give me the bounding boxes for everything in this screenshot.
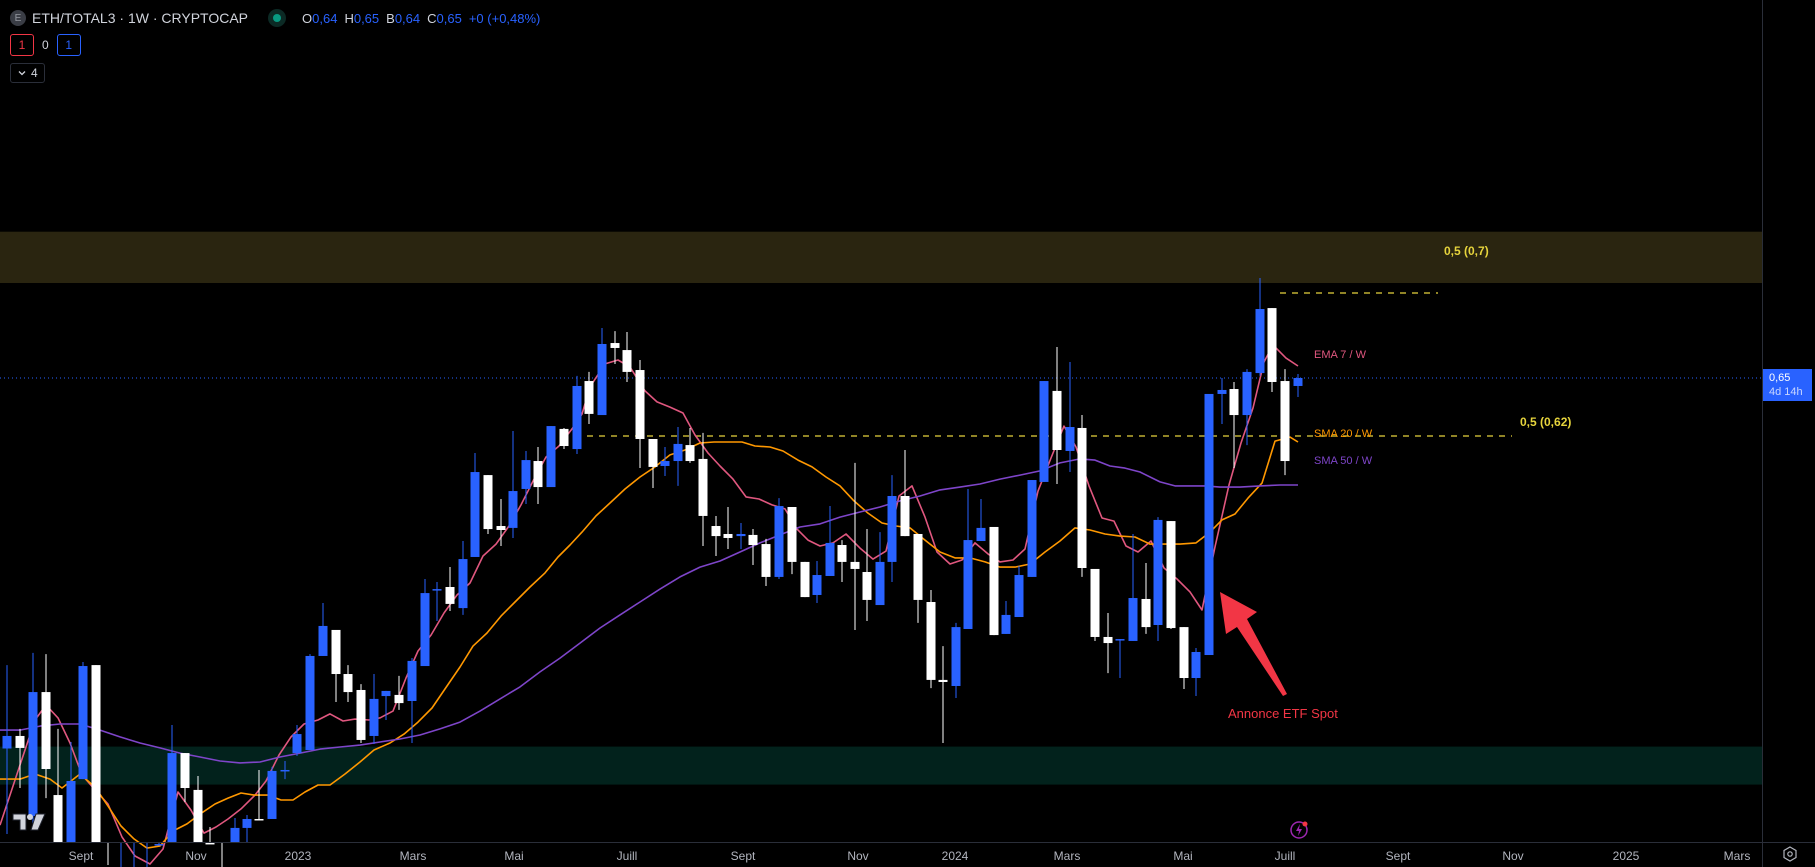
time-axis-label: Juill <box>616 849 638 863</box>
time-axis-label: Mars <box>1053 849 1081 863</box>
moving-averages <box>0 344 1299 865</box>
low-key: B <box>386 10 395 26</box>
drawing-counters: 1 0 1 <box>10 34 81 56</box>
open-key: O <box>302 10 313 26</box>
open-value: 0,64 <box>312 10 338 26</box>
etf-arrow <box>1220 592 1287 696</box>
chevron-down-icon <box>18 71 26 76</box>
last-price-value: 0,65 <box>1769 372 1791 384</box>
candles <box>2 278 1303 867</box>
time-axis-label: Nov <box>847 849 869 863</box>
close-key: C <box>427 10 437 26</box>
neutral-counter: 0 <box>42 38 49 52</box>
ohlc-values: O0,64 H0,65 B0,64 C0,65 +0 (+0,48%) <box>302 11 540 26</box>
time-axis-label: Juill <box>1274 849 1296 863</box>
high-key: H <box>344 10 354 26</box>
change-value: +0 (+0,48%) <box>468 10 541 26</box>
chart-settings-icon[interactable] <box>1782 846 1798 862</box>
sma50-label: SMA 50 / W <box>1314 455 1373 467</box>
low-value: 0,64 <box>394 10 421 26</box>
symbol-logo-icon: E <box>10 10 26 26</box>
time-axis-label: Sept <box>730 849 756 863</box>
ema7-label: EMA 7 / W <box>1314 349 1366 361</box>
red-counter-badge[interactable]: 1 <box>10 34 34 56</box>
tradingview-logo-icon[interactable] <box>12 812 46 832</box>
bar-countdown: 4d 14h <box>1769 386 1803 398</box>
time-axis-label: 2025 <box>1612 849 1640 863</box>
price-axis-divider <box>1762 0 1763 867</box>
etf-annotation-label[interactable]: Annonce ETF Spot <box>1228 706 1338 721</box>
indicators-collapse-button[interactable]: 4 <box>10 63 45 83</box>
time-axis-label: Mars <box>1723 849 1751 863</box>
fib-mid-label[interactable]: 0,5 (0,62) <box>1520 415 1572 429</box>
support-zone <box>0 746 1762 785</box>
time-axis-label: Mai <box>1173 849 1193 863</box>
time-axis-label: 2023 <box>284 849 312 863</box>
blue-counter-badge[interactable]: 1 <box>56 34 81 56</box>
lightning-alert-icon[interactable] <box>1288 819 1310 841</box>
time-axis-label: Mars <box>399 849 427 863</box>
resistance-zone <box>0 231 1762 283</box>
time-axis-label: Sept <box>68 849 94 863</box>
time-axis-label: Nov <box>1502 849 1524 863</box>
indicators-count: 4 <box>31 66 38 80</box>
close-value: 0,65 <box>436 10 462 26</box>
time-axis-label: Mai <box>504 849 524 863</box>
sma20-label: SMA 20 / W <box>1314 428 1373 440</box>
fib-top-label[interactable]: 0,5 (0,7) <box>1444 244 1489 258</box>
time-axis-divider <box>0 842 1815 843</box>
high-value: 0,65 <box>353 10 380 26</box>
last-price-tag: 0,65 4d 14h <box>1763 369 1812 401</box>
time-axis-label: Sept <box>1385 849 1411 863</box>
chart-legend: E ETH/TOTAL3 · 1W · CRYPTOCAP O0,64 H0,6… <box>10 8 540 28</box>
time-axis-label: Nov <box>185 849 207 863</box>
symbol-title[interactable]: ETH/TOTAL3 · 1W · CRYPTOCAP <box>32 10 249 26</box>
time-axis-label: 2024 <box>941 849 969 863</box>
market-status-icon[interactable] <box>268 9 287 27</box>
